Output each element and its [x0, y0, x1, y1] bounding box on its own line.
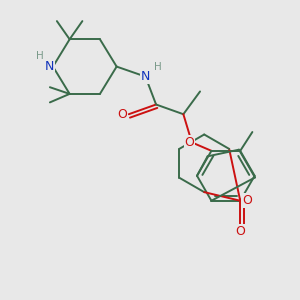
Text: O: O	[184, 136, 194, 149]
Text: N: N	[45, 60, 54, 73]
Text: H: H	[36, 51, 44, 61]
Text: O: O	[235, 225, 245, 238]
Text: O: O	[117, 108, 127, 121]
Text: H: H	[154, 62, 161, 72]
Text: N: N	[141, 70, 150, 83]
Text: O: O	[242, 194, 252, 207]
